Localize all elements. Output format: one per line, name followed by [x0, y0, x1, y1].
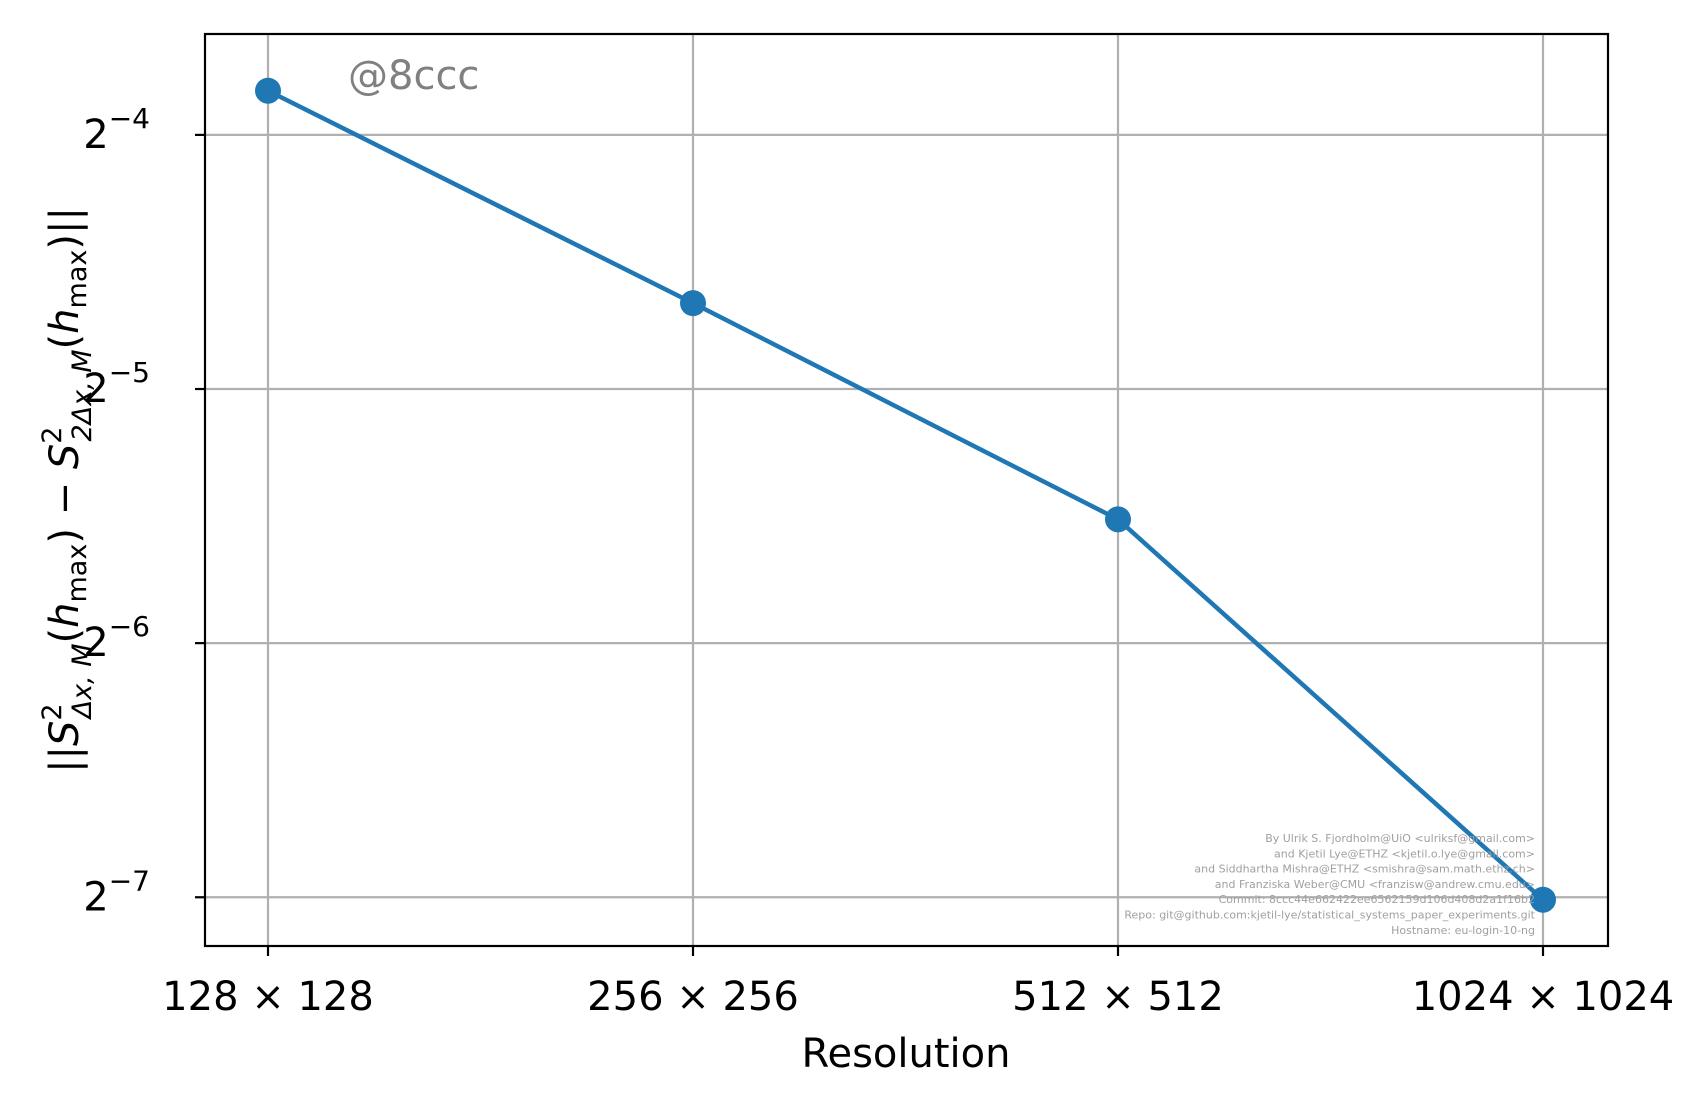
- grid-layer: [205, 34, 1608, 946]
- credit-line: By Ulrik S. Fjordholm@UiO <ulriksf@gmail…: [1265, 832, 1535, 845]
- credit-line: and Kjetil Lye@ETHZ <kjetil.o.lye@gmail.…: [1274, 847, 1535, 860]
- plot-frame: [203, 32, 1610, 948]
- y-tick-exponent: −4: [109, 102, 150, 135]
- y-tick-base: 2: [83, 620, 108, 666]
- credit-block: By Ulrik S. Fjordholm@UiO <ulriksf@gmail…: [1124, 832, 1535, 937]
- data-point: [255, 77, 281, 104]
- credit-line: Repo: git@github.com:kjetil-lye/statisti…: [1124, 909, 1535, 922]
- y-tick-label: 2−5: [83, 356, 150, 412]
- y-tick-base: 2: [83, 112, 108, 158]
- series-line: [266, 88, 1545, 902]
- x-tick-label: 512 × 512: [1012, 974, 1224, 1020]
- tick-layer: 128 × 128 256 × 256 512 × 512 1024 × 10242−…: [83, 102, 1674, 1020]
- credit-line: Hostname: eu-login-10-ng: [1391, 924, 1535, 937]
- y-axis-title: ||S2Δx, M(hmax) − S22Δx, M(hmax)||: [37, 207, 98, 773]
- x-tick-label: 128 × 128: [162, 974, 374, 1020]
- y-tick-exponent: −7: [109, 864, 150, 897]
- x-tick-label: 1024 × 1024: [1412, 974, 1675, 1020]
- credit-line: Commit: 8ccc44e662422ee6562159d106d408d2…: [1219, 893, 1535, 906]
- y-tick-base: 2: [83, 366, 108, 412]
- x-tick-label: 256 × 256: [587, 974, 799, 1020]
- y-tick-exponent: −6: [109, 610, 150, 643]
- commit-stamp: @8ccc: [348, 53, 479, 99]
- credit-line: and Franziska Weber@CMU <franzisw@andrew…: [1215, 878, 1535, 891]
- y-tick-label: 2−6: [83, 610, 150, 666]
- y-tick-exponent: −5: [109, 356, 150, 389]
- y-tick-base: 2: [83, 874, 108, 920]
- credit-line: and Siddhartha Mishra@ETHZ <smishra@sam.…: [1194, 863, 1535, 876]
- y-tick-label: 2−4: [83, 102, 150, 158]
- data-point: [1105, 506, 1131, 533]
- data-point: [680, 290, 706, 317]
- y-tick-label: 2−7: [83, 864, 150, 920]
- series-layer: [255, 77, 1556, 913]
- x-axis-title: Resolution: [801, 1031, 1010, 1077]
- data-point: [1530, 886, 1556, 913]
